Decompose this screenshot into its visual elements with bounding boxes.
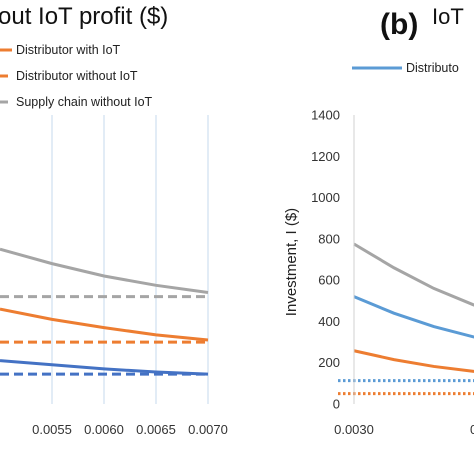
x-tick-label: 0.0055 <box>32 422 72 437</box>
series-line <box>353 349 474 373</box>
series-line <box>353 295 474 339</box>
panel-a-x-ticks: 0.0055 0.0060 0.0065 0.0070 <box>32 422 228 437</box>
panel-b-x-ticks: 0.0030 0.00 <box>334 422 474 437</box>
x-tick-label: 0.0030 <box>334 422 374 437</box>
y-tick-label: 800 <box>318 231 340 246</box>
panel-b-y-ticks: 0 200 400 600 800 1000 1200 1400 <box>311 108 340 412</box>
legend-label: Distributor with IoT <box>16 43 121 57</box>
panel-b: (b) IoT Distributo Investment, I ($) 0 20… <box>283 4 474 437</box>
series-line <box>0 247 209 295</box>
y-tick-label: 1200 <box>311 149 340 164</box>
y-tick-label: 200 <box>318 355 340 370</box>
panel-a-legend: Distributor with IoT Distributor without … <box>0 43 153 109</box>
x-tick-label: 0.0065 <box>136 422 176 437</box>
y-tick-label: 400 <box>318 314 340 329</box>
panel-b-title: IoT <box>432 4 464 29</box>
y-tick-label: 600 <box>318 273 340 288</box>
panel-a-grid <box>51 115 209 404</box>
panel-a-title: out IoT profit ($) <box>0 3 168 30</box>
y-tick-label: 1000 <box>311 190 340 205</box>
panel-a-series <box>0 247 209 376</box>
y-tick-label: 0 <box>333 397 340 412</box>
legend-label: Distributor without IoT <box>16 69 138 83</box>
panel-b-label: (b) <box>380 8 418 41</box>
y-tick-label: 1400 <box>311 108 340 123</box>
x-tick-label: 0.0070 <box>188 422 228 437</box>
legend-label: Supply chain without IoT <box>16 95 153 109</box>
panel-b-y-axis-label: Investment, I ($) <box>283 208 300 316</box>
x-tick-label: 0.0060 <box>84 422 124 437</box>
series-line <box>0 307 209 342</box>
panel-b-series <box>338 242 474 396</box>
panel-b-legend: Distributo <box>352 61 459 75</box>
legend-label: Distributo <box>406 61 459 75</box>
x-tick-label: 0.00 <box>470 422 474 437</box>
series-line <box>353 242 474 307</box>
panel-a: out IoT profit ($) Distributor with IoTD… <box>0 3 228 437</box>
